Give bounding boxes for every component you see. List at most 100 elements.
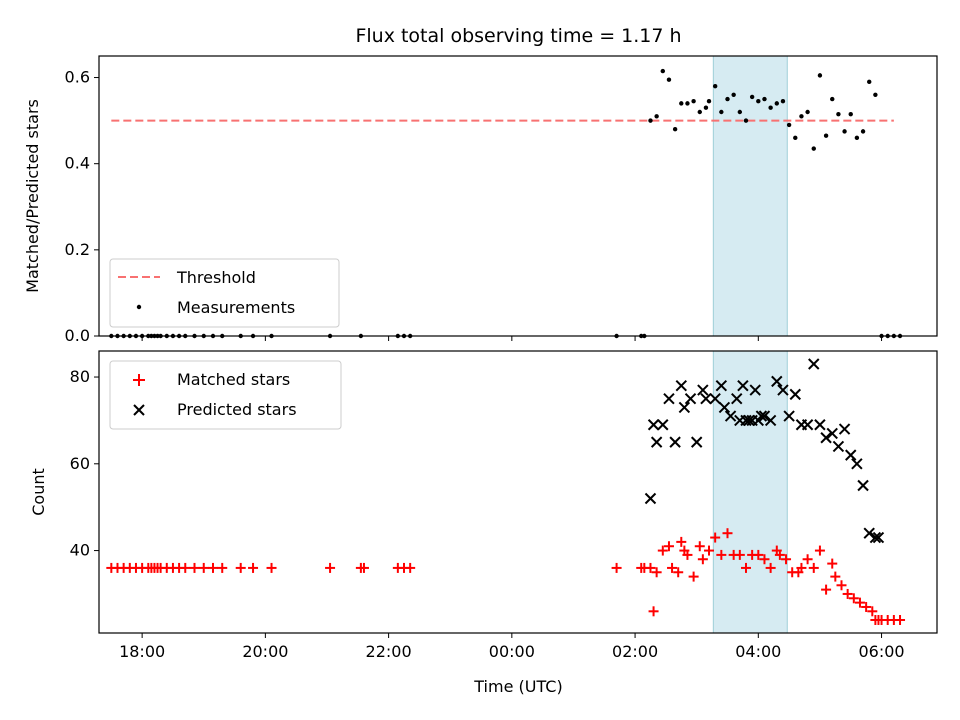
measurement-point — [660, 68, 666, 74]
bottom-legend: Matched stars Predicted stars — [109, 360, 342, 430]
predicted-point — [857, 479, 869, 492]
top-y-tick-label: 0.2 — [65, 240, 90, 259]
predicted-point — [743, 414, 755, 427]
matched-point — [830, 571, 841, 582]
predicted-point — [749, 384, 761, 396]
top-plot-frame — [98, 55, 938, 337]
measurement-point — [817, 73, 823, 78]
matched-point — [611, 562, 622, 573]
matched-point — [266, 562, 277, 573]
matched-point — [704, 545, 715, 556]
bottom-panel: 40 60 80 18:00 20:00 22:00 00:00 02:00 04:00 06:0… — [29, 350, 938, 696]
top-panel: 0.0 0.2 0.4 0.6 Matched/Predicted stars Thr… — [23, 55, 938, 345]
matched-point — [676, 536, 687, 547]
predicted-point — [678, 401, 691, 414]
x-tick-label: 18:00 — [119, 642, 165, 661]
measurement-point — [860, 129, 866, 134]
predicted-point — [669, 436, 681, 448]
predicted-point — [845, 449, 857, 461]
measurement-point — [685, 101, 690, 106]
matched-point — [651, 567, 662, 578]
x-tick-label: 04:00 — [735, 642, 781, 661]
matched-point — [867, 606, 878, 617]
matched-legend-marker — [133, 374, 145, 386]
predicted-point — [826, 427, 838, 440]
measurement-point — [731, 92, 736, 97]
matched-point — [694, 541, 705, 552]
legend-threshold-label: Threshold — [176, 268, 256, 287]
predicted-point — [650, 436, 663, 448]
matched-point — [645, 562, 656, 573]
predicted-point — [657, 419, 669, 431]
matched-point — [663, 541, 674, 552]
predicted-point — [820, 432, 832, 444]
predicted-point — [801, 419, 814, 431]
predicted-point — [808, 358, 820, 370]
measurement-point — [654, 114, 659, 119]
measurement-point — [666, 77, 672, 82]
measurement-point — [805, 109, 810, 115]
measurement-point — [823, 133, 829, 138]
matched-point — [759, 554, 770, 565]
measurement-point — [867, 79, 872, 85]
top-legend: Threshold Measurements — [109, 258, 340, 328]
predicted-point — [724, 410, 737, 422]
measurement-point — [848, 111, 853, 117]
predicted-point — [663, 393, 675, 405]
legend-measurements-label: Measurements — [177, 298, 295, 317]
predicted-point — [771, 375, 783, 388]
matched-point — [848, 593, 859, 604]
predicted-point — [718, 401, 731, 414]
matched-point — [808, 562, 819, 573]
matched-point — [740, 562, 751, 573]
predicted-point — [684, 393, 697, 405]
predicted-point — [863, 527, 875, 539]
matched-point — [842, 588, 853, 599]
x-tick-label: 22:00 — [366, 642, 412, 661]
predicted-point — [758, 410, 771, 422]
predicted-point — [690, 436, 703, 448]
measurement-point — [743, 118, 749, 123]
matched-point — [688, 571, 699, 582]
matched-point — [814, 545, 825, 556]
predicted-point — [777, 384, 789, 396]
matched-point — [895, 614, 906, 625]
matched-point — [836, 580, 847, 591]
predicted-point — [872, 531, 885, 544]
matched-point — [673, 567, 684, 578]
matched-point — [722, 528, 733, 539]
matched-point — [827, 558, 838, 569]
matched-point — [198, 562, 209, 573]
top-y-tick-label: 0.6 — [65, 68, 90, 87]
legend-matched-label: Matched stars — [177, 370, 290, 389]
predicted-point — [755, 410, 768, 422]
predicted-point — [838, 423, 851, 435]
predicted-point — [851, 458, 863, 470]
measurements-legend-marker — [136, 304, 142, 310]
matched-point — [781, 554, 792, 565]
predicted-point — [814, 419, 826, 431]
predicted-point — [700, 393, 712, 405]
measurement-point — [756, 99, 761, 104]
matched-point — [248, 562, 259, 573]
matched-point — [854, 597, 865, 608]
matched-point — [765, 562, 776, 573]
matched-point — [217, 562, 228, 573]
measurement-point — [672, 127, 678, 132]
measurement-point — [786, 122, 792, 128]
measurement-point — [697, 109, 702, 115]
predicted-legend-marker — [133, 404, 145, 416]
matched-point — [657, 545, 668, 556]
measurement-point — [712, 83, 718, 89]
top-y-tick-label: 0.4 — [65, 154, 90, 173]
predicted-point — [764, 414, 777, 427]
top-legend-box — [109, 258, 340, 328]
measurement-point — [749, 94, 755, 100]
measurement-point — [873, 92, 878, 97]
predicted-point — [731, 393, 743, 405]
predicted-point — [832, 440, 845, 453]
matched-point — [207, 562, 218, 573]
measurement-point — [762, 96, 767, 102]
measurement-point — [842, 129, 847, 134]
